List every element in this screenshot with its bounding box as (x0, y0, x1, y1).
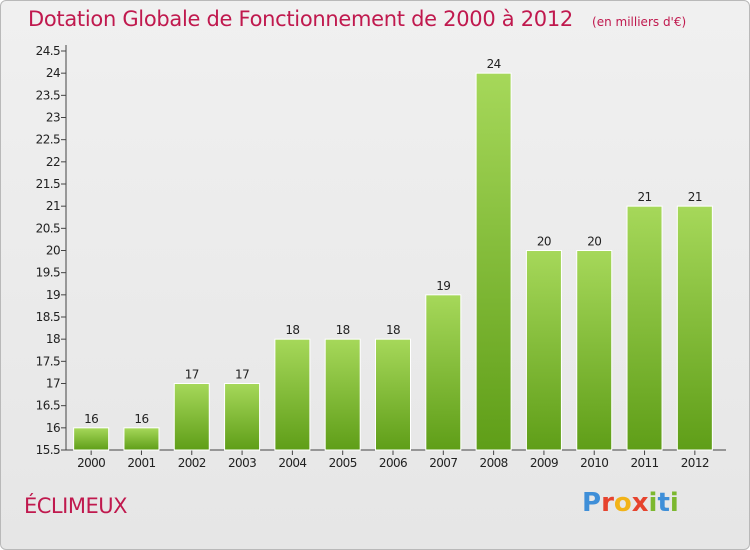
y-tick-label: 21 (46, 199, 60, 213)
chart-unit-note: (en milliers d'€) (592, 15, 687, 29)
y-tick-label: 24 (46, 66, 60, 80)
value-label-2006: 18 (386, 323, 400, 337)
bar-2003 (224, 383, 261, 451)
bar-2010 (576, 250, 613, 451)
y-tick-label: 17 (46, 377, 60, 391)
chart-title-row: Dotation Globale de Fonctionnement de 20… (28, 7, 686, 31)
y-tick-label: 18 (46, 332, 60, 346)
y-tick-label: 23 (46, 111, 60, 125)
y-tick-label: 22 (46, 155, 60, 169)
value-label-2003: 17 (235, 368, 249, 382)
y-tick-label: 19 (46, 288, 60, 302)
x-tick-label: 2007 (429, 456, 457, 470)
bar-2000 (73, 427, 110, 451)
value-labels-group: 16 16 17 17 18 18 18 19 24 20 20 21 21 (84, 57, 702, 426)
bar-2005 (324, 338, 361, 451)
logo-letter: i (648, 488, 658, 518)
value-label-2012: 21 (688, 190, 702, 204)
logo-letter: i (669, 488, 679, 518)
x-tick-label: 2005 (329, 456, 357, 470)
bar-2012 (676, 205, 713, 451)
y-tick-label: 15.5 (36, 443, 60, 457)
value-label-2007: 19 (436, 279, 450, 293)
bars-group (73, 72, 713, 451)
x-tick-label: 2008 (480, 456, 508, 470)
value-label-2002: 17 (185, 368, 199, 382)
value-label-2001: 16 (134, 412, 148, 426)
bar-2009 (525, 250, 562, 451)
bar-2007 (425, 294, 462, 451)
value-label-2010: 20 (587, 235, 601, 249)
bar-2006 (375, 338, 411, 451)
value-label-2004: 18 (285, 323, 299, 337)
chart-title: Dotation Globale de Fonctionnement de 20… (28, 7, 573, 31)
y-tick-label: 24.5 (36, 44, 60, 58)
y-tick-label: 16 (46, 421, 60, 435)
bar-2008 (475, 72, 512, 451)
x-tick-label: 2012 (681, 456, 709, 470)
y-tick-label: 20.5 (36, 221, 60, 235)
x-axis: 2000 2001 2002 2003 2004 2005 2006 2007 2008 2009… (66, 449, 726, 470)
y-axis: 15.5 16 16.5 17 17.5 18 18.5 19 19.5 20 20.5 21 21.5… (36, 44, 67, 457)
y-tick-label: 18.5 (36, 310, 60, 324)
y-tick-label: 22.5 (36, 133, 60, 147)
y-tick-label: 16.5 (36, 399, 60, 413)
x-tick-label: 2003 (228, 456, 256, 470)
logo-letter: t (657, 488, 670, 518)
x-tick-label: 2006 (379, 456, 407, 470)
x-tick-label: 2009 (530, 456, 558, 470)
x-tick-label: 2010 (580, 456, 608, 470)
bar-2011 (626, 205, 663, 451)
x-tick-label: 2004 (278, 456, 306, 470)
x-tick-label: 2000 (77, 456, 105, 470)
bar-2001 (123, 427, 160, 451)
value-label-2005: 18 (336, 323, 350, 337)
logo-letter: o (613, 488, 632, 518)
logo-letter: r (601, 488, 614, 518)
y-tick-label: 17.5 (36, 354, 60, 368)
bar-2004 (274, 338, 311, 451)
y-tick-label: 21.5 (36, 177, 60, 191)
value-label-2011: 21 (637, 190, 651, 204)
logo-letter: x (631, 488, 649, 518)
commune-name: ÉCLIMEUX (24, 494, 127, 518)
logo-letter: P (582, 488, 602, 518)
y-tick-label: 23.5 (36, 88, 60, 102)
proxiti-logo: Proxiti (582, 488, 679, 518)
value-label-2008: 24 (487, 57, 501, 71)
x-tick-label: 2011 (630, 456, 658, 470)
value-label-2000: 16 (84, 412, 98, 426)
y-tick-label: 19.5 (36, 266, 60, 280)
y-tick-label: 20 (46, 244, 60, 258)
value-label-2009: 20 (537, 235, 551, 249)
x-tick-label: 2002 (178, 456, 206, 470)
bar-2002 (173, 383, 210, 451)
x-tick-label: 2001 (127, 456, 155, 470)
